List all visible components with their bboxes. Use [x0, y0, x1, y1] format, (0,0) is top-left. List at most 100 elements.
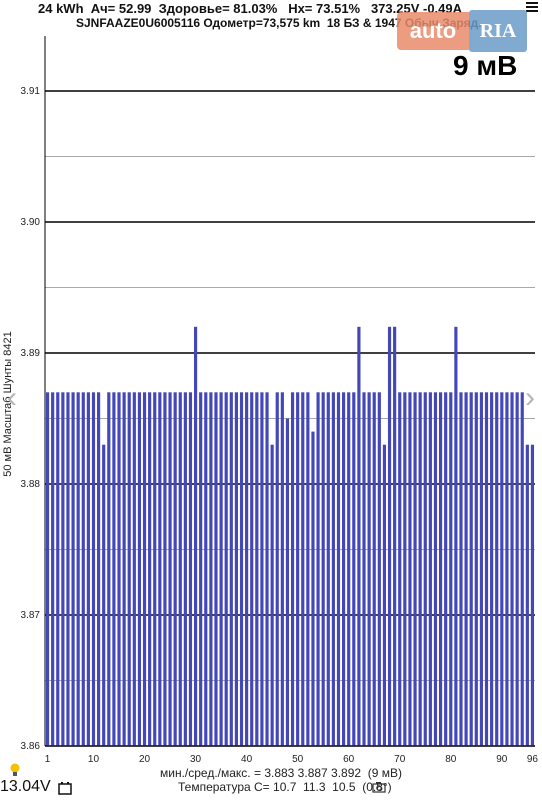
temperature-stats: Температура С= 10.7 11.3 10.5 (0.8°)	[178, 780, 392, 794]
bar-cell-36	[224, 392, 228, 746]
bar-cell-61	[352, 392, 356, 746]
bar-cell-93	[515, 392, 519, 746]
camera-icon[interactable]	[372, 781, 386, 793]
bar-cell-34	[214, 392, 218, 746]
bar-cell-7	[76, 392, 80, 746]
bar-cell-24	[163, 392, 167, 746]
x-tick-label: 80	[445, 754, 457, 765]
bar-cell-55	[321, 392, 325, 746]
y-tick-label: 3.87	[21, 610, 41, 621]
bar-cell-14	[112, 392, 116, 746]
bar-cell-3	[56, 392, 60, 746]
bar-cell-57	[331, 392, 335, 746]
y-tick-label: 3.88	[21, 479, 41, 490]
bar-cell-68	[387, 326, 392, 746]
bar-cell-1	[45, 392, 50, 746]
bar-cell-37	[229, 392, 233, 746]
lightbulb-icon[interactable]	[10, 763, 20, 777]
chevron-right-icon[interactable]: ›	[525, 381, 535, 414]
bar-cell-95	[525, 444, 529, 746]
bar-cell-65	[372, 392, 376, 746]
aux-battery-voltage: 13.04V	[0, 778, 51, 795]
x-tick-label: 1	[45, 754, 51, 765]
bar-cell-26	[173, 392, 177, 746]
bar-cell-50	[296, 392, 300, 746]
bar-cell-80	[449, 392, 453, 746]
bar-cell-6	[71, 392, 75, 746]
bar-cell-90	[500, 392, 504, 746]
x-tick-labels: 1 10 20 30 40 50 60 70 80 90 96	[45, 754, 539, 765]
bar-cell-27	[178, 392, 182, 746]
bar-cell-69	[393, 326, 397, 746]
x-tick-label: 60	[343, 754, 355, 765]
bar-cell-16	[122, 392, 126, 746]
bar-cell-15	[117, 392, 121, 746]
battery-icon[interactable]	[58, 781, 72, 795]
bar-cell-39	[239, 392, 244, 746]
y-tick-label: 3.90	[21, 217, 41, 228]
bar-cell-4	[61, 392, 65, 746]
bar-cell-10	[91, 392, 96, 746]
x-tick-label: 20	[139, 754, 151, 765]
watermark-logo: auto RIA	[397, 10, 530, 54]
chevron-left-icon[interactable]: ‹	[7, 381, 17, 414]
bar-cell-44	[265, 392, 269, 746]
bar-cell-59	[342, 392, 346, 746]
bar-cell-77	[433, 392, 438, 746]
bar-cell-75	[423, 392, 427, 746]
menu-icon[interactable]	[526, 2, 538, 12]
x-tick-label: 96	[527, 754, 539, 765]
bar-cell-82	[459, 392, 463, 746]
bar-cell-41	[250, 392, 254, 746]
bar-cell-23	[158, 392, 162, 746]
bar-cell-48	[285, 418, 290, 746]
y-tick-label: 3.91	[21, 86, 41, 97]
bar-cell-88	[490, 392, 494, 746]
bar-cell-29	[188, 392, 193, 746]
bar-cell-92	[510, 392, 514, 746]
bar-cell-22	[153, 392, 157, 746]
y-tick-label: 3.86	[21, 741, 41, 752]
bar-cell-53	[311, 431, 315, 746]
x-tick-label: 90	[496, 754, 508, 765]
bar-cell-62	[357, 326, 361, 746]
bar-cell-28	[183, 392, 187, 746]
bar-cell-49	[290, 392, 295, 746]
bar-cell-9	[86, 392, 90, 746]
bar-cell-70	[398, 392, 402, 746]
scale-label: 9 мВ	[453, 50, 518, 81]
voltage-stats: мин./сред./макс. = 3.883 3.887 3.892 (9 …	[160, 766, 402, 780]
x-tick-label: 70	[394, 754, 406, 765]
bar-cell-35	[219, 392, 223, 746]
bar-cell-89	[495, 392, 499, 746]
watermark-ria: RIA	[469, 10, 527, 52]
bar-cell-71	[403, 392, 407, 746]
bar-cell-81	[454, 326, 458, 746]
bar-cell-17	[127, 392, 131, 746]
x-tick-label: 40	[241, 754, 253, 765]
bar-cell-32	[204, 392, 208, 746]
bar-cell-73	[413, 392, 417, 746]
bar-cell-11	[97, 392, 101, 746]
bar-cell-63	[362, 392, 366, 746]
header: 24 kWh Ач= 52.99 Здоровье= 81.03% Нх= 73…	[0, 0, 542, 34]
x-tick-label: 30	[190, 754, 202, 765]
bar-cell-2	[51, 392, 55, 746]
bar-cell-31	[199, 392, 203, 746]
bar-cell-79	[444, 392, 448, 746]
bar-cell-46	[275, 392, 279, 746]
bar-cell-38	[234, 392, 238, 746]
bar-cell-19	[137, 392, 142, 746]
bar-cell-47	[280, 392, 284, 746]
bar-cell-91	[505, 392, 509, 746]
bar-cell-18	[132, 392, 136, 746]
bar-cell-13	[107, 392, 111, 746]
bar-cell-60	[347, 392, 351, 746]
bar-cell-5	[66, 392, 70, 746]
bar-cell-54	[316, 392, 320, 746]
bar-cell-87	[484, 392, 489, 746]
bar-cell-40	[245, 392, 249, 746]
bar-cell-45	[270, 444, 274, 746]
bar-cell-30	[193, 326, 198, 746]
